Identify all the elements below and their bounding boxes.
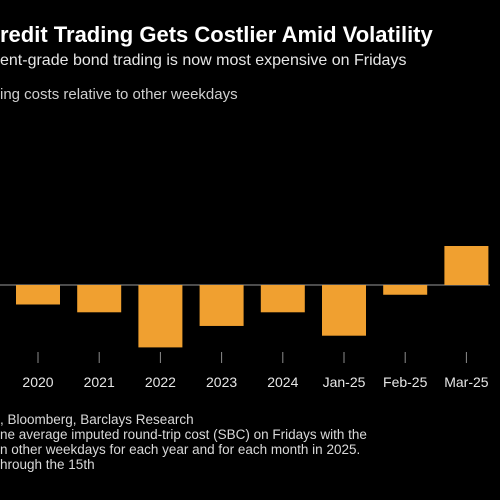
source-note: , Bloomberg, Barclays Research — [0, 412, 194, 427]
bar-2024 — [260, 285, 305, 313]
bar-chart: 2020 2021 2022 2023 2024 Jan-25 Feb-25 Mar-25 — [0, 246, 490, 390]
x-tick-label: Mar-25 — [444, 374, 489, 390]
x-tick-label: 2020 — [22, 374, 53, 390]
bar-Jan-25 — [322, 285, 366, 336]
bar-2021 — [77, 285, 122, 313]
methodology-note: ne average imputed round-trip cost (SBC)… — [0, 427, 367, 442]
x-tick-label: 2021 — [84, 374, 115, 390]
bar-Feb-25 — [383, 285, 428, 295]
chart-title: redit Trading Gets Costlier Amid Volatil… — [0, 22, 433, 47]
y-axis-label: ing costs relative to other weekdays — [0, 86, 238, 103]
x-tick-label: 2024 — [267, 374, 298, 390]
bar-2022 — [138, 285, 183, 348]
chart-subtitle: ent-grade bond trading is now most expen… — [0, 52, 407, 69]
x-tick-label: Jan-25 — [323, 374, 366, 390]
x-tick-label: 2022 — [145, 374, 176, 390]
bar-2020 — [16, 285, 60, 305]
bar-2023 — [199, 285, 244, 326]
date-note: hrough the 15th — [0, 457, 95, 472]
bar-Mar-25 — [444, 246, 489, 285]
methodology-note-2: n other weekdays for each year and for e… — [0, 442, 361, 457]
x-tick-label: Feb-25 — [383, 374, 428, 390]
x-tick-label: 2023 — [206, 374, 237, 390]
chart-footer: , Bloomberg, Barclays Research ne averag… — [0, 412, 500, 472]
